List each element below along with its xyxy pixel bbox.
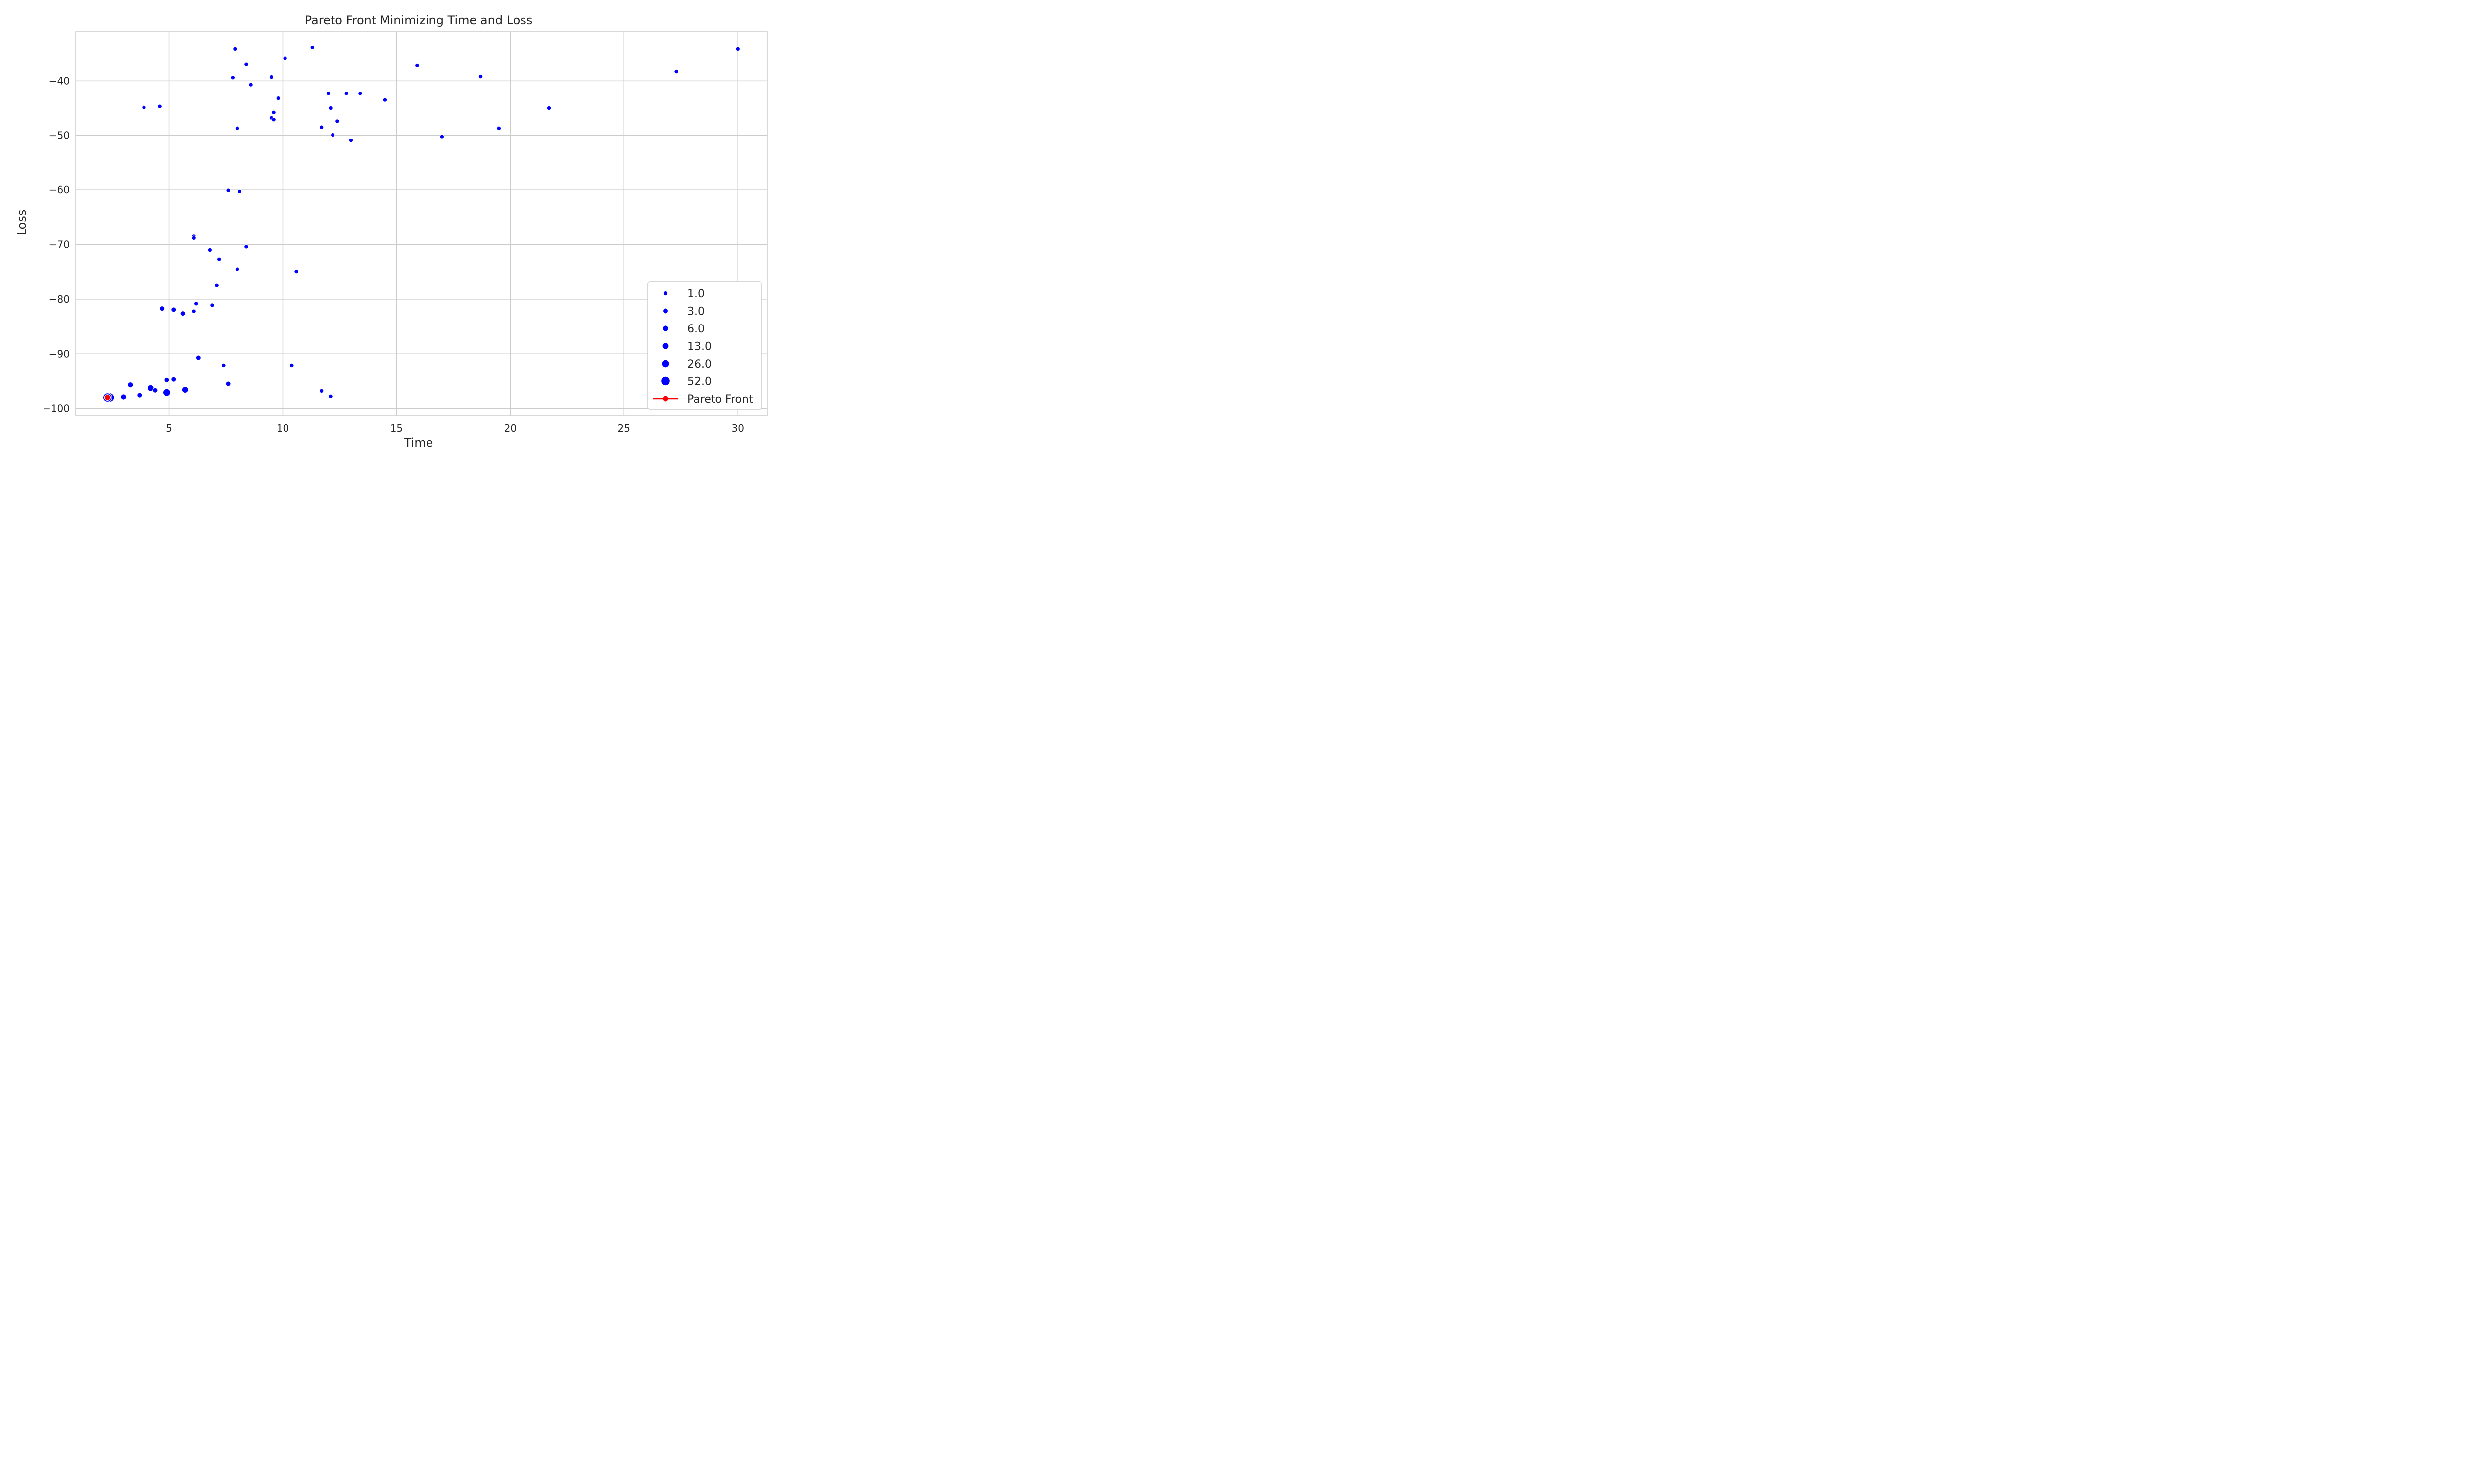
- data-point: [127, 382, 134, 388]
- scatter-chart: 5 10 15 20 25 30 −100 −90 −80 −70 −60 −50 −40 Pareto…: [0, 0, 779, 467]
- data-point: [226, 188, 231, 193]
- data-point: [546, 105, 552, 111]
- data-point: [496, 126, 502, 131]
- data-point: [289, 363, 294, 368]
- data-point: [142, 105, 146, 110]
- data-point: [152, 387, 158, 393]
- data-point: [330, 132, 335, 138]
- y-tick-label: −100: [43, 403, 70, 415]
- y-axis-label: Loss: [15, 210, 29, 236]
- data-point: [328, 105, 333, 111]
- data-point: [328, 394, 333, 399]
- data-point: [159, 306, 165, 312]
- data-point: [344, 91, 349, 96]
- pareto-front-series: [104, 394, 111, 401]
- data-point: [137, 392, 143, 398]
- data-point: [217, 257, 222, 262]
- data-point: [319, 125, 324, 130]
- x-tick-label: 25: [618, 422, 630, 434]
- data-points: [103, 45, 740, 402]
- data-point: [382, 97, 388, 102]
- legend-label: 52.0: [687, 376, 712, 388]
- y-tick-label: −80: [49, 293, 70, 305]
- legend-items: 1.0 3.0 6.0 13.0 26.0 52.0 Pareto Front: [653, 288, 753, 406]
- legend-marker: [661, 376, 670, 386]
- data-point: [269, 74, 274, 80]
- data-point: [171, 376, 177, 382]
- legend-label: 1.0: [687, 288, 705, 300]
- legend: 1.0 3.0 6.0 13.0 26.0 52.0 Pareto Front: [647, 281, 762, 410]
- data-point: [221, 363, 226, 368]
- data-point: [233, 46, 238, 52]
- data-point: [164, 377, 170, 383]
- data-point: [163, 388, 171, 397]
- y-tick-label: −90: [49, 348, 70, 360]
- x-axis-label: Time: [404, 436, 433, 450]
- y-tick-label: −70: [49, 238, 70, 250]
- legend-marker: [662, 360, 669, 368]
- data-point: [478, 74, 483, 79]
- data-point: [735, 46, 740, 52]
- data-point: [674, 69, 679, 74]
- data-point: [194, 301, 199, 306]
- data-point: [181, 386, 189, 394]
- data-point: [225, 381, 231, 387]
- data-point: [120, 394, 127, 400]
- data-point: [271, 110, 276, 115]
- y-tick-label: −50: [49, 130, 70, 141]
- data-point: [171, 307, 177, 313]
- data-point: [237, 189, 242, 194]
- data-point: [415, 63, 420, 68]
- legend-label: 26.0: [687, 358, 712, 371]
- legend-marker: [663, 291, 668, 296]
- y-tick-label: −40: [49, 75, 70, 87]
- chart-container: 5 10 15 20 25 30 −100 −90 −80 −70 −60 −50 −40 Pareto…: [0, 0, 779, 467]
- data-point: [195, 355, 201, 361]
- legend-marker: [663, 308, 668, 314]
- legend-label: 3.0: [687, 306, 705, 318]
- legend-label: 13.0: [687, 341, 712, 353]
- data-point: [319, 388, 324, 394]
- data-point: [191, 235, 196, 240]
- data-point: [244, 244, 249, 249]
- data-point: [310, 45, 315, 50]
- x-tick-label: 20: [504, 422, 517, 434]
- data-point: [157, 104, 162, 109]
- legend-marker: [662, 343, 669, 349]
- legend-label-pareto: Pareto Front: [687, 393, 753, 406]
- axis-ticks: 5 10 15 20 25 30 −100 −90 −80 −70 −60 −50 −40: [43, 75, 744, 434]
- chart-title: Pareto Front Minimizing Time and Loss: [305, 13, 533, 27]
- x-tick-label: 5: [166, 422, 172, 434]
- legend-pareto-marker: [663, 396, 668, 402]
- data-point: [235, 126, 240, 131]
- x-tick-label: 10: [277, 422, 289, 434]
- data-point: [248, 82, 253, 87]
- legend-box: [647, 281, 762, 410]
- plot-frame: [75, 31, 768, 416]
- data-point: [326, 91, 331, 96]
- data-point: [244, 62, 249, 67]
- legend-marker: [663, 325, 668, 331]
- data-point: [214, 283, 219, 288]
- x-tick-label: 15: [390, 422, 403, 434]
- data-point: [358, 91, 363, 96]
- data-point: [294, 269, 299, 274]
- data-point: [191, 309, 196, 314]
- data-point: [335, 119, 340, 124]
- data-point: [271, 117, 276, 122]
- data-point: [276, 95, 281, 101]
- data-point: [210, 303, 215, 308]
- data-point: [348, 138, 354, 143]
- pareto-point: [104, 394, 111, 401]
- data-point: [180, 311, 186, 317]
- data-point: [230, 75, 236, 80]
- data-point: [235, 267, 240, 272]
- x-tick-label: 30: [731, 422, 744, 434]
- data-point: [283, 56, 287, 61]
- data-point: [207, 247, 213, 253]
- legend-label: 6.0: [687, 323, 705, 335]
- y-tick-label: −60: [49, 184, 70, 196]
- data-point: [439, 134, 445, 139]
